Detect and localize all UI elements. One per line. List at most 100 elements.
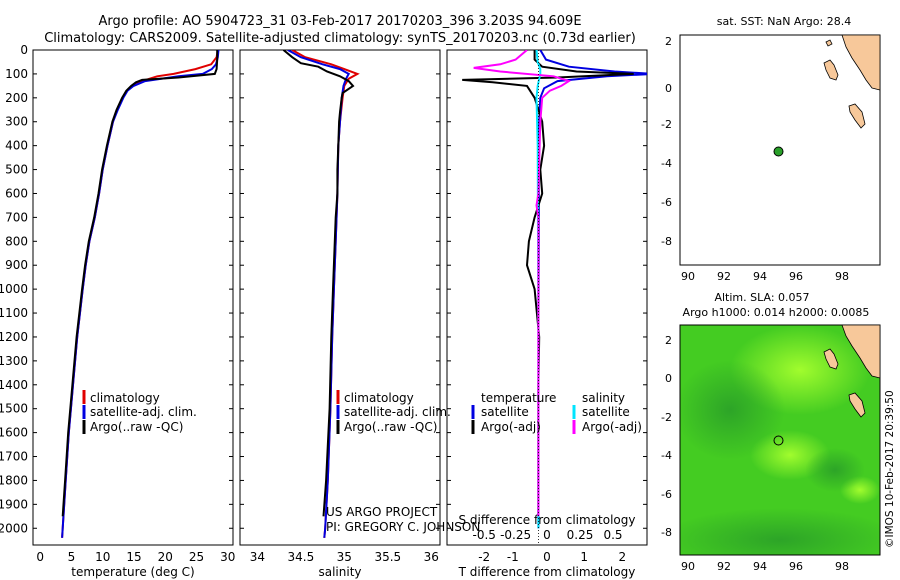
- figure-title-line1: Argo profile: AO 5904723_31 03-Feb-2017 …: [98, 14, 581, 29]
- argo-float-marker: [773, 435, 784, 446]
- imos-watermark: ©IMOS 10-Feb-2017 20:39:50: [884, 390, 896, 548]
- sla-map-field: [680, 325, 880, 555]
- depth-tick-label: 800: [5, 234, 28, 248]
- depth-tick-label: 0: [20, 43, 28, 57]
- map-ytick: -6: [661, 488, 672, 501]
- temp-tick: 20: [158, 550, 173, 564]
- map-xtick: 92: [717, 560, 731, 573]
- temp-tick: 5: [68, 550, 76, 564]
- axis-ticks: [33, 49, 647, 529]
- legend-label-climatology: climatology: [344, 391, 414, 405]
- map-ytick: -4: [661, 449, 672, 462]
- map-xtick: 98: [835, 560, 849, 573]
- depth-tick-label: 1000: [0, 282, 28, 296]
- map-ytick: 2: [665, 334, 672, 347]
- tdiff-tick: -2: [478, 550, 490, 564]
- sdiff-tick: 0.5: [603, 528, 622, 542]
- salinity-legend: climatology satellite-adj. clim. Argo(..…: [336, 390, 451, 434]
- depth-tick-label: 1700: [0, 450, 28, 464]
- difference-xlabel: T difference from climatology: [458, 565, 636, 579]
- salinity-series: [282, 50, 360, 538]
- map-xtick: 92: [717, 270, 731, 283]
- temp-tick: 10: [95, 550, 110, 564]
- sal-tick: 36: [424, 550, 439, 564]
- sla-map-yticks: 2 0 -2 -4 -6 -8: [661, 334, 672, 539]
- map-ytick: -2: [661, 411, 672, 424]
- depth-tick-label: 1400: [0, 378, 28, 392]
- map-xtick: 94: [753, 560, 767, 573]
- difference-top-ticks: -0.5 -0.25 0 0.25 0.5: [472, 528, 622, 542]
- depth-tick-label: 300: [5, 115, 28, 129]
- sal-tick: 35.5: [374, 550, 401, 564]
- depth-tick-label: 2000: [0, 521, 28, 535]
- legend-label-satellite: satellite-adj. clim.: [90, 405, 197, 419]
- depth-tick-label: 900: [5, 258, 28, 272]
- map-ytick: -4: [661, 157, 672, 170]
- sla-map-axes: [679, 324, 881, 556]
- legend-label-s-satellite: satellite: [582, 405, 630, 419]
- map-xtick: 98: [835, 270, 849, 283]
- salinity-x-ticks: 34 34.5 35 35.5 36: [250, 550, 439, 564]
- legend-label-argo: Argo(..raw -QC): [90, 420, 183, 434]
- legend-label-climatology: climatology: [90, 391, 160, 405]
- sal-tick: 34: [250, 550, 265, 564]
- depth-tick-label: 1900: [0, 497, 28, 511]
- difference-series: [462, 50, 647, 545]
- map-ytick: 0: [665, 82, 672, 95]
- depth-tick-label: 400: [5, 139, 28, 153]
- land-island: [823, 59, 839, 81]
- difference-top-xlabel: S difference from climatology: [459, 513, 636, 527]
- depth-tick-label: 500: [5, 163, 28, 177]
- tdiff-tick: 1: [580, 550, 588, 564]
- temperature-legend: climatology satellite-adj. clim. Argo(..…: [82, 390, 197, 434]
- depth-tick-label: 1200: [0, 330, 28, 344]
- legend-title-salinity: salinity: [582, 391, 625, 405]
- tdiff-tick: 2: [618, 550, 626, 564]
- sal-tick: 35: [337, 550, 352, 564]
- land-island: [825, 39, 833, 47]
- depth-tick-label: 1100: [0, 306, 28, 320]
- tdiff-tick: -1: [507, 550, 519, 564]
- legend-label-t-argo: Argo(-adj): [481, 420, 541, 434]
- temp-tick: 30: [220, 550, 235, 564]
- legend-label-argo: Argo(..raw -QC): [344, 420, 437, 434]
- sla-low-patch: [680, 360, 785, 460]
- map-ytick: -8: [661, 235, 672, 248]
- sst-map-yticks: 2 0 -2 -4 -6 -8: [661, 35, 672, 248]
- sal-tick: 34.5: [288, 550, 315, 564]
- depth-tick-label: 100: [5, 67, 28, 81]
- map-xtick: 90: [681, 560, 695, 573]
- depth-tick-label: 1600: [0, 426, 28, 440]
- land-island: [823, 348, 839, 370]
- map-xtick: 94: [753, 270, 767, 283]
- map-ytick: 2: [665, 35, 672, 48]
- land-mainland: [841, 324, 881, 379]
- sla-map-title-1: Altim. SLA: 0.057: [714, 291, 809, 304]
- project-note: US ARGO PROJECT: [326, 505, 438, 519]
- land-mainland: [841, 34, 881, 91]
- land-island: [848, 392, 866, 418]
- map-xtick: 96: [789, 560, 803, 573]
- temperature-series: [61, 50, 220, 538]
- difference-axes: [446, 49, 648, 546]
- sst-map-title: sat. SST: NaN Argo: 28.4: [717, 15, 851, 28]
- difference-legend: temperature salinity satellite Argo(-adj…: [471, 391, 642, 434]
- legend-label-s-argo: Argo(-adj): [582, 420, 642, 434]
- temperature-xlabel: temperature (deg C): [71, 565, 194, 579]
- difference-x-ticks: -2 -1 0 1 2: [478, 550, 626, 564]
- map-ytick: -2: [661, 118, 672, 131]
- figure-title-line2: Climatology: CARS2009. Satellite-adjuste…: [44, 31, 636, 46]
- temperature-axes: [32, 49, 234, 546]
- legend-label-t-satellite: satellite: [481, 405, 529, 419]
- temp-tick: 25: [189, 550, 204, 564]
- series-line-argo-raw-qc: [282, 50, 355, 517]
- sdiff-tick: -0.5: [472, 528, 495, 542]
- land-island: [848, 103, 866, 129]
- map-ytick: -6: [661, 196, 672, 209]
- sla-low-patch: [805, 448, 865, 492]
- temp-tick: 15: [126, 550, 141, 564]
- depth-tick-label: 600: [5, 187, 28, 201]
- sla-map-land: [823, 324, 881, 418]
- sdiff-tick: 0: [543, 528, 551, 542]
